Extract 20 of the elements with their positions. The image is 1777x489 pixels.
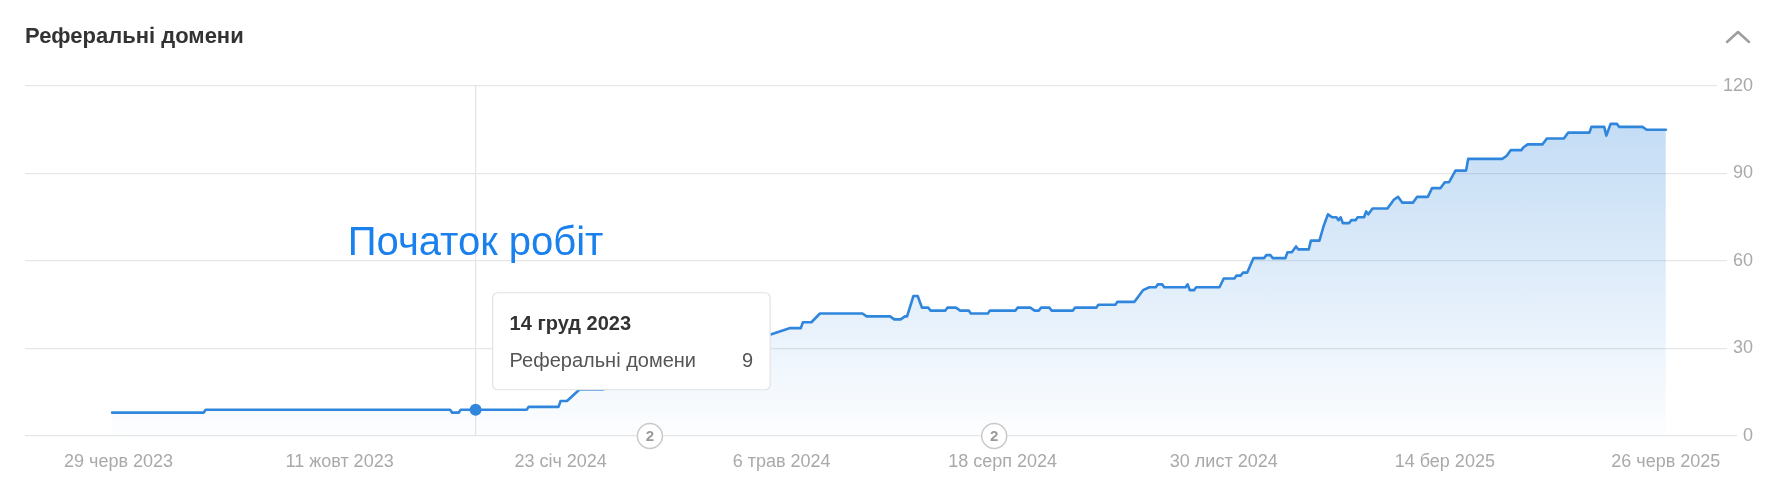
x-tick-label: 26 черв 2025: [1611, 450, 1721, 471]
annotation: 9: [742, 349, 754, 372]
chart-title: Реферальні домени: [25, 23, 244, 49]
ref-line-label: Початок робіт: [347, 218, 604, 263]
x-tick-label: 18 серп 2024: [948, 450, 1058, 471]
x-tick-label: 14 бер 2025: [1394, 450, 1495, 471]
y-tick-label: 60: [1732, 249, 1753, 270]
y-tick-label: 30: [1732, 337, 1753, 358]
annotation: Реферальні домени: [509, 349, 697, 372]
y-tick-label: 90: [1732, 162, 1753, 183]
annotation: 14 груд 2023: [509, 312, 632, 335]
y-tick-label: 0: [1742, 424, 1753, 445]
x-tick-label: 11 жовт 2023: [285, 450, 394, 471]
x-tick-label: 23 січ 2024: [514, 450, 607, 471]
y-tick-label: 120: [1722, 74, 1753, 95]
x-tick-label: 6 трав 2024: [732, 450, 831, 471]
annotation: 2: [645, 427, 655, 445]
annotation: 2: [990, 427, 999, 445]
x-tick-label: 29 черв 2023: [64, 450, 174, 471]
x-tick-label: 30 лист 2024: [1169, 450, 1278, 471]
